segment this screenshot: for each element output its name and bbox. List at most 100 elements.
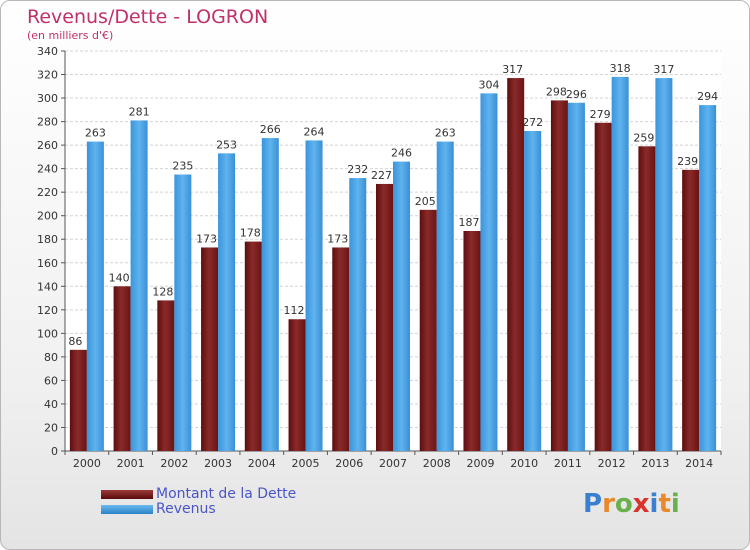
- y-tick-label: 300: [37, 92, 58, 105]
- value-label-revenus: 294: [697, 90, 718, 103]
- x-tick-label: 2009: [466, 457, 494, 470]
- y-tick-label: 280: [37, 116, 58, 129]
- bar-revenus: [305, 140, 323, 452]
- logo-letter: i: [670, 489, 680, 519]
- value-label-dette: 239: [677, 155, 698, 168]
- bar-revenus: [567, 102, 585, 451]
- y-tick-label: 200: [37, 210, 58, 223]
- y-tick-label: 160: [37, 257, 58, 270]
- value-label-dette: 173: [196, 232, 217, 245]
- y-tick-label: 0: [51, 445, 58, 458]
- y-tick-label: 60: [44, 374, 58, 387]
- bar-revenus: [130, 120, 148, 451]
- bar-dette: [69, 349, 87, 451]
- y-tick-label: 80: [44, 351, 58, 364]
- bar-revenus: [524, 131, 542, 451]
- value-label-revenus: 266: [260, 123, 281, 136]
- bar-dette: [244, 241, 262, 451]
- y-tick-label: 320: [37, 69, 58, 82]
- x-tick-label: 2013: [641, 457, 669, 470]
- bar-dette: [376, 183, 393, 452]
- bar-dette: [201, 247, 219, 451]
- value-label-revenus: 246: [391, 147, 412, 160]
- bar-dette: [682, 169, 700, 451]
- x-tick-label: 2005: [292, 457, 320, 470]
- value-label-dette: 112: [284, 304, 305, 317]
- bar-dette: [332, 247, 350, 451]
- y-tick-label: 100: [37, 327, 58, 340]
- bar-dette: [594, 122, 612, 451]
- x-tick-label: 2003: [204, 457, 232, 470]
- bar-revenus: [611, 76, 629, 451]
- value-label-revenus: 317: [653, 63, 674, 76]
- x-tick-label: 2004: [248, 457, 276, 470]
- bar-dette: [157, 300, 175, 451]
- value-label-revenus: 296: [566, 88, 587, 101]
- value-label-dette: 227: [371, 169, 392, 182]
- legend-swatch-revenus: [101, 505, 153, 514]
- logo-letter: r: [602, 489, 615, 519]
- bar-revenus: [393, 161, 410, 451]
- bar-dette: [550, 100, 568, 451]
- x-tick-label: 2007: [379, 457, 407, 470]
- chart-subtitle: (en milliers d'€): [27, 29, 114, 42]
- logo-letter: i: [649, 489, 659, 519]
- y-tick-label: 20: [44, 421, 58, 434]
- legend-item-dette: Montant de la Dette: [101, 486, 401, 503]
- y-tick-label: 140: [37, 280, 58, 293]
- value-label-dette: 187: [458, 216, 479, 229]
- x-tick-label: 2001: [117, 457, 145, 470]
- y-tick-label: 220: [37, 186, 58, 199]
- legend-label-dette: Montant de la Dette: [156, 486, 297, 502]
- value-label-dette: 259: [633, 131, 654, 144]
- value-label-dette: 128: [152, 285, 173, 298]
- bar-revenus: [261, 138, 279, 451]
- bar-dette: [463, 231, 481, 451]
- y-tick-label: 260: [37, 139, 58, 152]
- value-label-revenus: 272: [522, 116, 543, 129]
- legend-swatch-dette: [101, 490, 153, 499]
- bar-revenus: [655, 78, 673, 451]
- x-tick-label: 2011: [554, 457, 582, 470]
- value-label-revenus: 318: [610, 62, 631, 75]
- logo-letter: x: [632, 489, 650, 519]
- value-label-revenus: 263: [85, 127, 106, 140]
- value-label-revenus: 253: [216, 138, 237, 151]
- bar-revenus: [86, 141, 104, 451]
- legend-label-revenus: Revenus: [156, 501, 216, 517]
- x-tick-label: 2008: [423, 457, 451, 470]
- value-label-revenus: 235: [172, 160, 193, 173]
- value-label-dette: 178: [240, 227, 261, 240]
- bar-revenus: [699, 105, 717, 451]
- value-label-dette: 140: [109, 271, 130, 284]
- y-tick-label: 180: [37, 233, 58, 246]
- x-tick-label: 2014: [685, 457, 713, 470]
- value-label-dette: 205: [415, 195, 436, 208]
- y-tick-label: 40: [44, 398, 58, 411]
- bar-dette: [507, 78, 525, 451]
- x-tick-label: 2000: [73, 457, 101, 470]
- value-label-dette: 317: [502, 63, 523, 76]
- bar-dette: [113, 286, 131, 451]
- bar-revenus: [349, 178, 367, 451]
- bar-revenus: [218, 153, 236, 451]
- value-label-dette: 86: [68, 335, 82, 348]
- value-label-dette: 298: [546, 85, 567, 98]
- bar-chart: 0 20 40 60 80 100 120 140 160 180 200 220 240 260 280 3…: [37, 45, 722, 470]
- bar-dette: [638, 146, 656, 451]
- legend-item-revenus: Revenus: [101, 501, 401, 518]
- bar-revenus: [480, 93, 498, 452]
- bar-revenus: [436, 141, 454, 451]
- y-tick-label: 120: [37, 304, 58, 317]
- value-label-dette: 279: [590, 108, 611, 121]
- x-tick-label: 2012: [598, 457, 626, 470]
- proxiti-logo: Proxiti: [583, 489, 680, 519]
- value-label-revenus: 232: [347, 163, 368, 176]
- bar-revenus: [174, 174, 192, 451]
- y-tick-label: 340: [37, 45, 58, 58]
- x-tick-label: 2002: [160, 457, 188, 470]
- bar-dette: [419, 209, 437, 451]
- chart-title: Revenus/Dette - LOGRON: [27, 6, 269, 28]
- value-label-revenus: 264: [304, 125, 325, 138]
